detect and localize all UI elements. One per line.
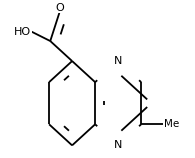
Text: HO: HO	[14, 27, 31, 36]
Text: N: N	[114, 140, 122, 150]
Text: Me: Me	[164, 119, 179, 129]
Text: O: O	[55, 3, 64, 13]
Text: N: N	[114, 56, 122, 66]
